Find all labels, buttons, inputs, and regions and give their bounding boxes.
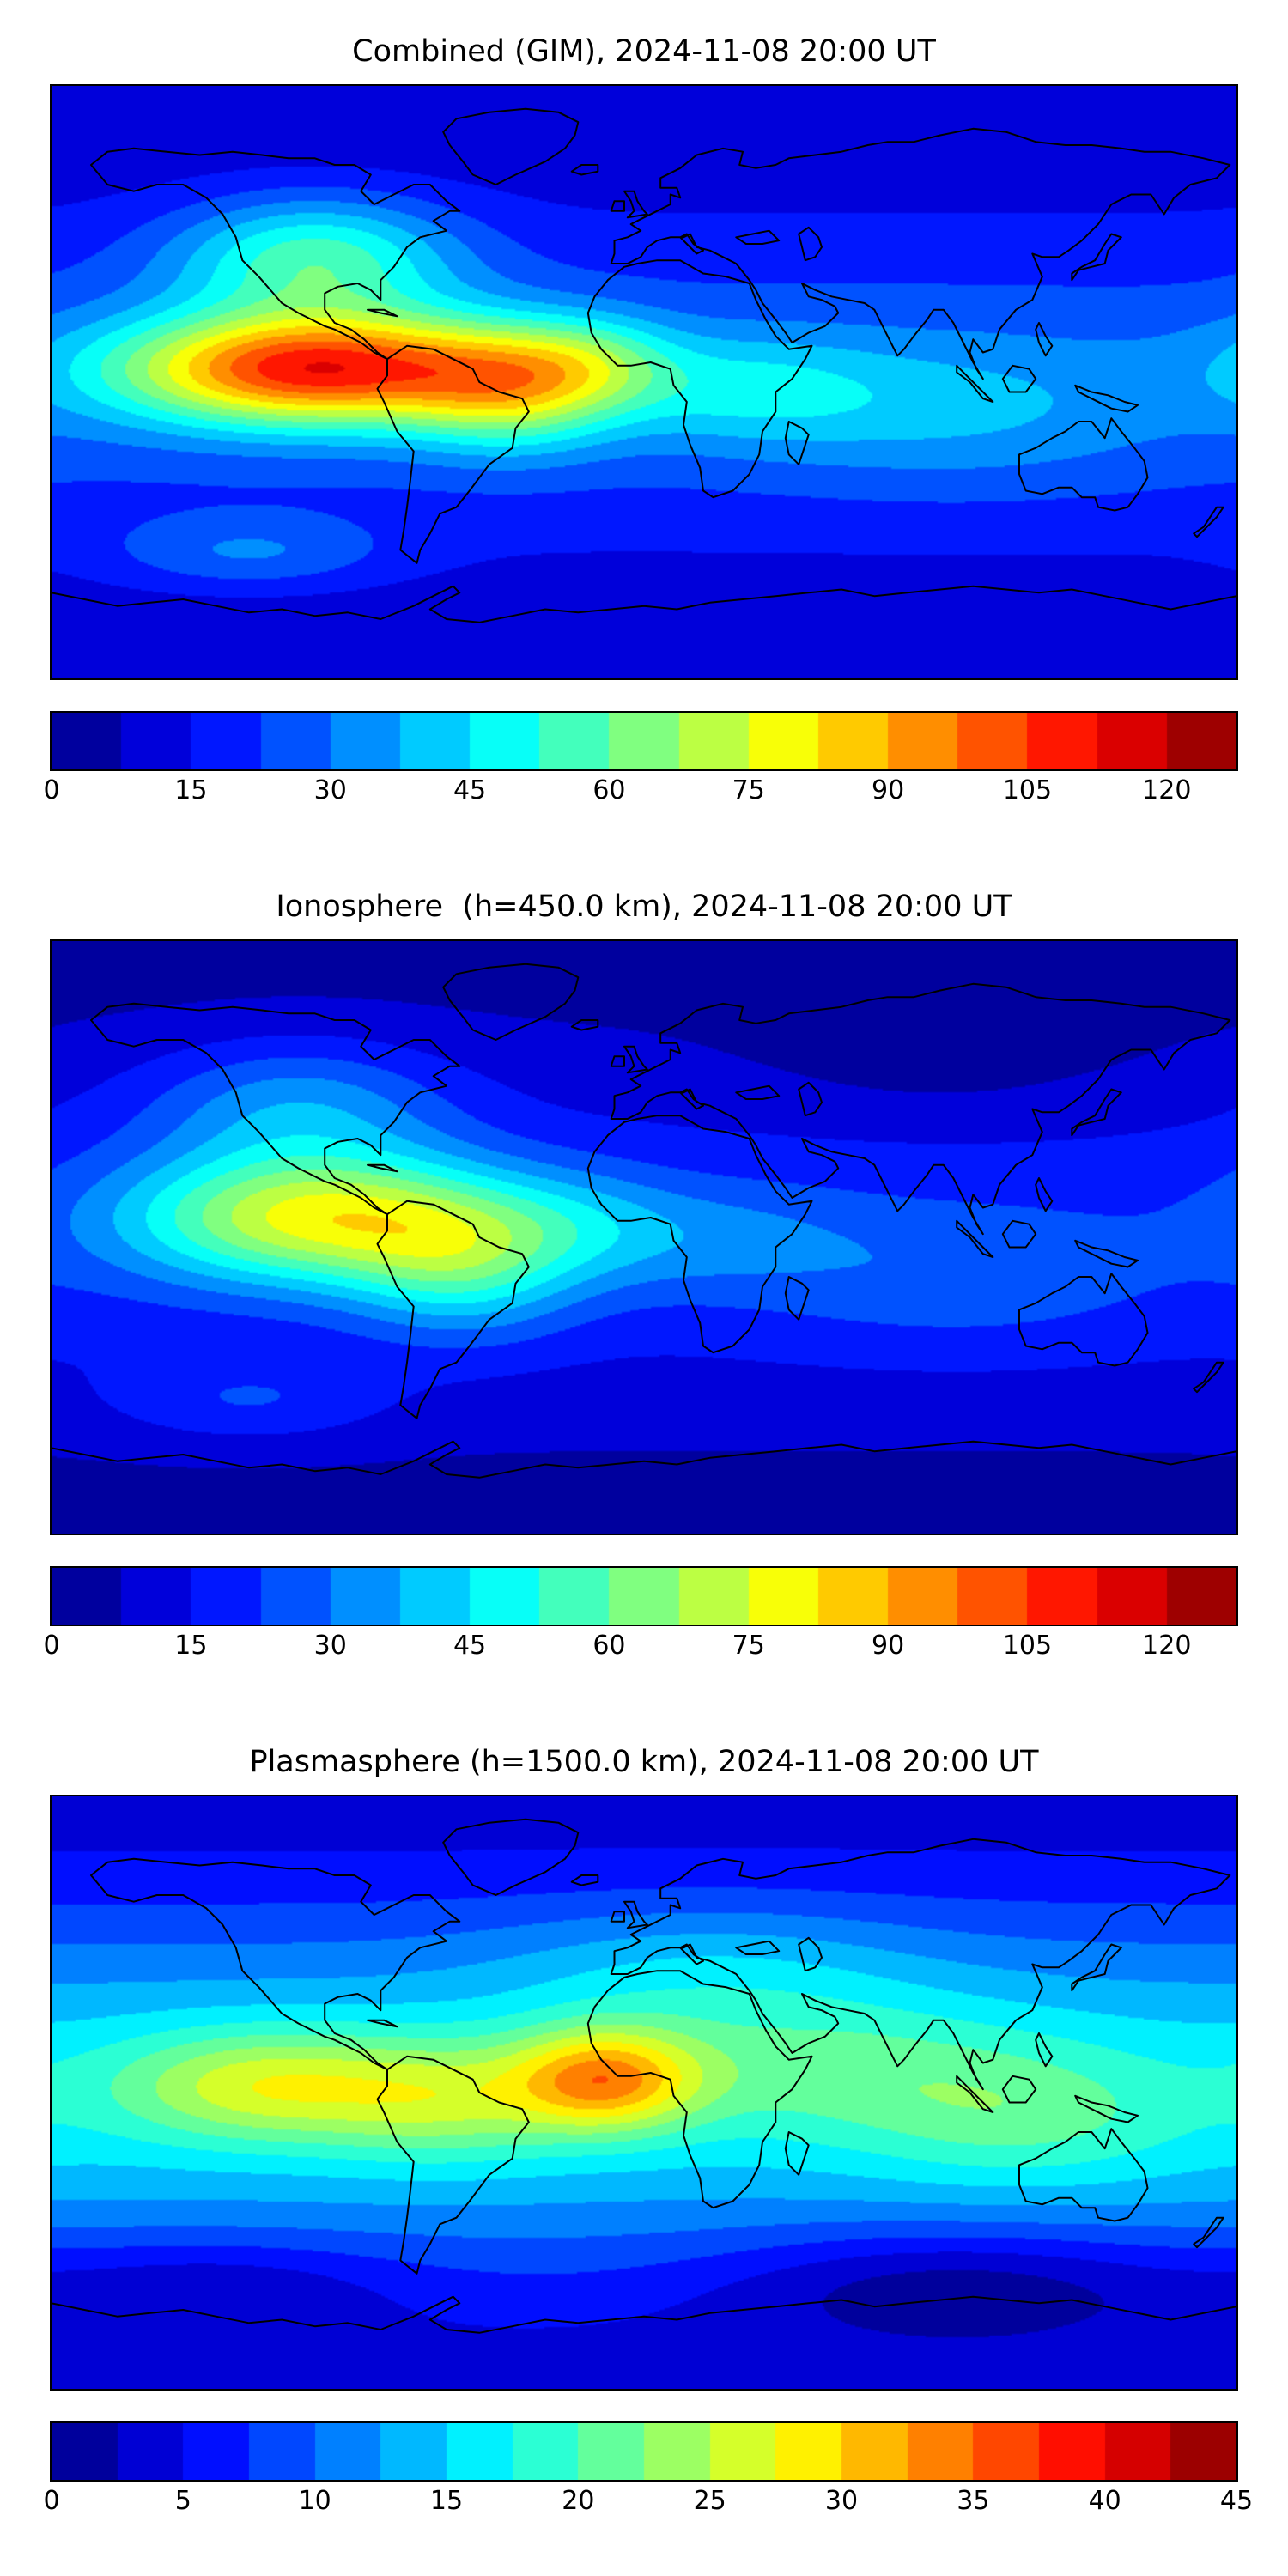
coastline-path	[52, 1818, 1236, 2334]
colorbar-tick-label: 45	[453, 775, 487, 805]
tec-field-canvas-ionosphere	[52, 941, 1236, 1534]
colorbar-canvas-plasmasphere	[50, 2421, 1238, 2482]
coastlines-icon	[52, 107, 1236, 623]
coastlines-icon	[52, 1818, 1236, 2334]
figure-page: Combined (GIM), 2024-11-08 20:00 UT 0 15 3…	[43, 33, 1253, 2524]
map-title-ionosphere: Ionosphere (h=450.0 km), 2024-11-08 20:0…	[276, 890, 1012, 924]
colorbar-canvas-ionosphere	[50, 1566, 1238, 1626]
colorbar-tick-label: 25	[693, 2486, 726, 2516]
colorbar-tick-label: 15	[174, 1631, 208, 1661]
colorbar-tick-label: 75	[732, 1631, 765, 1661]
map-title-plasmasphere: Plasmasphere (h=1500.0 km), 2024-11-08 2…	[249, 1745, 1039, 1779]
colorbar-tick-label: 60	[592, 775, 626, 805]
tec-field-canvas-combined	[52, 86, 1236, 678]
colorbar-tick-label: 120	[1142, 775, 1192, 805]
colorbar-tick-label: 90	[872, 1631, 905, 1661]
coastline-path	[52, 963, 1236, 1479]
colorbar-tick-label: 45	[453, 1631, 487, 1661]
colorbar-tick-label: 105	[1002, 1631, 1053, 1661]
colorbar-tick-label: 40	[1088, 2486, 1121, 2516]
colorbar-tick-label: 20	[562, 2486, 595, 2516]
colorbar-combined: 0 15 30 45 60 75 90 105 120	[43, 711, 1238, 814]
panel-ionosphere: Ionosphere (h=450.0 km), 2024-11-08 20:0…	[43, 888, 1238, 1669]
tec-field-canvas-plasmasphere	[52, 1796, 1236, 2389]
panel-plasmasphere: Plasmasphere (h=1500.0 km), 2024-11-08 2…	[43, 1743, 1253, 2524]
colorbar-tick-label: 0	[43, 1631, 60, 1661]
colorbar-tick-label: 5	[174, 2486, 191, 2516]
colorbar-ticks-ionosphere: 0 15 30 45 60 75 90 105 120	[43, 1626, 1238, 1669]
colorbar-plasmasphere: 0 5 10 15 20 25 30 35 40 45	[43, 2421, 1253, 2524]
colorbar-tick-label: 90	[872, 775, 905, 805]
map-title-combined: Combined (GIM), 2024-11-08 20:00 UT	[352, 34, 936, 69]
colorbar-ionosphere: 0 15 30 45 60 75 90 105 120	[43, 1566, 1238, 1669]
colorbar-ticks-plasmasphere: 0 5 10 15 20 25 30 35 40 45	[43, 2482, 1253, 2524]
colorbar-ticks-combined: 0 15 30 45 60 75 90 105 120	[43, 771, 1238, 814]
colorbar-tick-label: 15	[174, 775, 208, 805]
map-ionosphere	[50, 939, 1238, 1535]
colorbar-tick-label: 105	[1002, 775, 1053, 805]
colorbar-tick-label: 0	[43, 775, 60, 805]
colorbar-tick-label: 0	[43, 2486, 60, 2516]
colorbar-tick-label: 75	[732, 775, 765, 805]
coastlines-icon	[52, 963, 1236, 1479]
colorbar-tick-label: 15	[429, 2486, 464, 2516]
colorbar-tick-label: 10	[298, 2486, 331, 2516]
colorbar-tick-label: 60	[592, 1631, 626, 1661]
colorbar-tick-label: 45	[1219, 2486, 1254, 2516]
colorbar-tick-label: 30	[313, 775, 347, 805]
map-plasmasphere	[50, 1795, 1238, 2391]
panel-combined-gim: Combined (GIM), 2024-11-08 20:00 UT 0 15 3…	[43, 33, 1238, 814]
colorbar-tick-label: 35	[957, 2486, 990, 2516]
colorbar-tick-label: 30	[824, 2486, 859, 2516]
colorbar-tick-label: 30	[313, 1631, 347, 1661]
map-combined	[50, 84, 1238, 680]
colorbar-tick-label: 120	[1142, 1631, 1192, 1661]
colorbar-canvas-combined	[50, 711, 1238, 771]
coastline-path	[52, 107, 1236, 623]
